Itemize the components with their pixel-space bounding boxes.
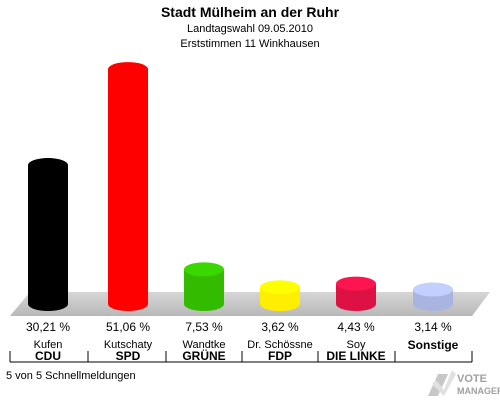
bar-gr-ne	[184, 262, 224, 311]
footer-note: 5 von 5 Schnellmeldungen	[6, 370, 136, 382]
bar-top	[413, 282, 453, 297]
bar-cdu	[28, 158, 68, 311]
bars-group	[28, 62, 453, 312]
bar-die-linke	[336, 276, 376, 311]
bar-spd	[108, 62, 148, 312]
bar-top	[260, 280, 300, 295]
bar-top	[184, 262, 224, 277]
party-label: FDP	[268, 349, 292, 363]
bar-body	[336, 283, 376, 311]
value-label: 3,14 %	[414, 320, 452, 334]
candidate-label: Kufen	[34, 339, 63, 351]
party-label: SPD	[116, 349, 141, 363]
bar-sonstige	[413, 282, 453, 311]
vote-manager-logo: VOTE MANAGER	[428, 370, 500, 396]
bar-top	[108, 62, 148, 77]
bar-body	[108, 69, 148, 312]
ballot-box-icon	[428, 370, 456, 396]
chart-title: Stadt Mülheim an der Ruhr	[160, 4, 340, 20]
value-label: 7,53 %	[185, 320, 223, 334]
party-label: DIE LINKE	[326, 349, 385, 363]
bar-body	[184, 269, 224, 311]
logo-text-vote: VOTE	[457, 373, 487, 385]
party-label: CDU	[35, 349, 61, 363]
value-label: 4,43 %	[337, 320, 375, 334]
party-label: Sonstige	[408, 338, 459, 352]
bar-top	[336, 276, 376, 291]
party-label: GRÜNE	[182, 348, 225, 363]
value-label: 30,21 %	[26, 320, 70, 334]
logo-text-manager: MANAGER	[457, 386, 500, 396]
bar-body	[28, 165, 68, 311]
value-label: 51,06 %	[106, 320, 150, 334]
category-axis	[9, 351, 473, 363]
candidate-label: Kutschaty	[104, 339, 153, 351]
chart-subtitle-election: Landtagswahl 09.05.2010	[187, 23, 313, 35]
bar-fdp	[260, 280, 300, 311]
bar-top	[28, 158, 68, 173]
value-label: 3,62 %	[261, 320, 299, 334]
candidate-label: Wandtke	[182, 339, 225, 351]
candidate-label: Soy	[347, 339, 366, 351]
candidate-label: Dr. Schössne	[247, 339, 312, 351]
chart-subtitle-district: Erststimmen 11 Winkhausen	[180, 38, 320, 50]
